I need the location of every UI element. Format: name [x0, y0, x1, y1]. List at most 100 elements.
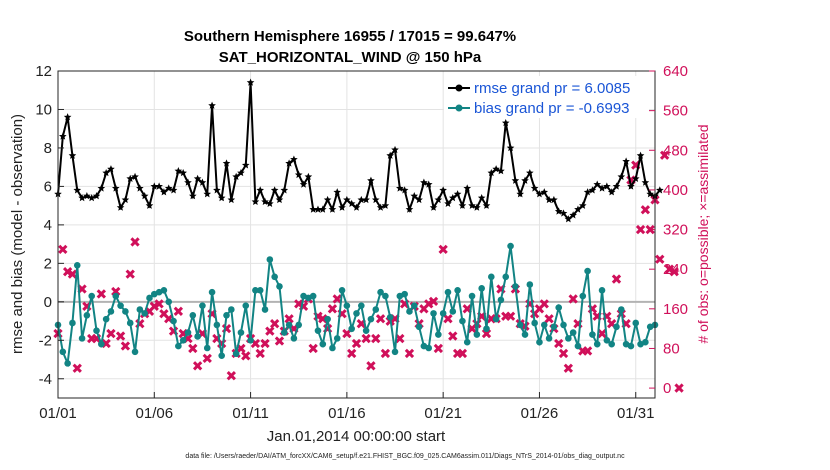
bias-point	[473, 331, 481, 338]
obs-marker-core	[262, 341, 268, 346]
bias-point	[131, 348, 139, 356]
obs-marker	[481, 328, 492, 339]
data-file-footnote: data file: /Users/raeder/DAI/ATM_forcXX/…	[185, 453, 625, 460]
rmse-point	[87, 193, 96, 202]
bias-point	[290, 335, 298, 342]
x-axis-label: Jan.01,2014 00:00:00 start	[267, 428, 446, 445]
bias-point	[372, 306, 380, 313]
rmse-point	[116, 203, 125, 211]
bias-point	[242, 302, 250, 309]
obs-marker-core	[296, 301, 301, 307]
obs-marker-core	[243, 353, 248, 359]
bias-point	[126, 319, 134, 327]
right-tick-label: 640	[663, 63, 688, 80]
obs-marker-core	[258, 351, 263, 356]
right-tick-label: 0	[663, 380, 671, 397]
left-tick-label: 4	[44, 217, 52, 234]
obs-marker-core	[132, 239, 138, 245]
obs-marker	[539, 299, 549, 309]
obs-marker-core	[75, 366, 80, 371]
obs-marker	[433, 343, 444, 354]
obs-marker-core	[542, 301, 547, 307]
bias-point	[603, 336, 611, 344]
bias-point	[112, 292, 120, 300]
bias-point	[516, 321, 524, 329]
obs-marker-core	[185, 336, 191, 341]
obs-marker	[226, 371, 236, 381]
rmse-point	[617, 172, 626, 181]
rmse-point	[453, 190, 462, 198]
bias-point	[353, 310, 360, 317]
bias-point	[78, 335, 86, 342]
bias-point	[444, 288, 452, 296]
rmse-point	[434, 195, 443, 204]
obs-marker-core	[643, 207, 648, 212]
obs-marker	[544, 314, 554, 324]
left-tick-label: 8	[44, 140, 52, 157]
rmse-point	[535, 190, 544, 198]
obs-marker	[563, 363, 573, 373]
obs-marker-core	[368, 363, 374, 368]
bias-point	[627, 342, 635, 350]
obs-marker-core	[609, 321, 614, 326]
obs-marker-core	[479, 314, 484, 319]
rmse-point	[246, 78, 255, 86]
bias-point	[165, 298, 173, 306]
obs-marker	[202, 353, 212, 364]
rmse-point	[285, 159, 293, 167]
obs-marker-core	[638, 227, 643, 232]
obs-marker	[120, 341, 131, 351]
rmse-point	[160, 188, 168, 196]
bias-point	[285, 321, 293, 329]
x-tick-label: 01/06	[136, 405, 174, 422]
rmse-point	[270, 186, 279, 194]
legend-rmse-label: rmse grand pr = 6.0085	[474, 80, 630, 97]
rmse-point	[59, 132, 67, 140]
obs-marker	[443, 314, 453, 324]
obs-marker-core	[460, 351, 465, 356]
obs-marker	[669, 266, 679, 277]
rmse-point	[559, 209, 568, 217]
rmse-point	[169, 186, 178, 194]
bias-point	[88, 292, 96, 300]
obs-marker	[351, 338, 362, 349]
obs-marker-core	[407, 351, 412, 356]
rmse-point	[222, 159, 231, 167]
obs-marker-core	[94, 336, 99, 341]
bias-point	[550, 323, 558, 331]
x-tick-label: 01/31	[617, 405, 655, 422]
obs-marker-core	[450, 333, 455, 339]
obs-marker-core	[344, 331, 350, 336]
rmse-point	[410, 192, 419, 200]
rmse-point	[318, 205, 327, 213]
bias-point	[280, 329, 288, 336]
obs-marker-core	[469, 326, 475, 331]
obs-marker	[366, 361, 376, 371]
obs-marker-core	[623, 321, 629, 326]
rmse-point	[189, 192, 197, 200]
rmse-point	[429, 203, 438, 211]
rmse-point	[521, 176, 529, 184]
bias-point	[329, 344, 336, 352]
rmse-point	[487, 168, 496, 177]
bias-point	[107, 308, 115, 315]
rmse-point	[463, 184, 472, 192]
obs-marker-core	[633, 162, 638, 168]
plot-frame	[57, 70, 656, 399]
obs-marker	[438, 244, 448, 255]
rmse-point	[121, 195, 130, 204]
rmse-point	[102, 168, 110, 177]
rmse-point	[275, 195, 284, 204]
obs-marker	[659, 150, 670, 160]
bias-point	[59, 348, 67, 356]
x-tick-label: 01/16	[328, 405, 366, 422]
obs-marker-core	[445, 316, 451, 321]
bias-point	[117, 302, 124, 309]
bias-point	[309, 292, 317, 300]
obs-marker-core	[580, 348, 585, 354]
rmse-point	[227, 195, 236, 204]
bias-point	[492, 315, 500, 323]
obs-marker-core	[118, 333, 123, 339]
obs-marker	[664, 264, 675, 274]
